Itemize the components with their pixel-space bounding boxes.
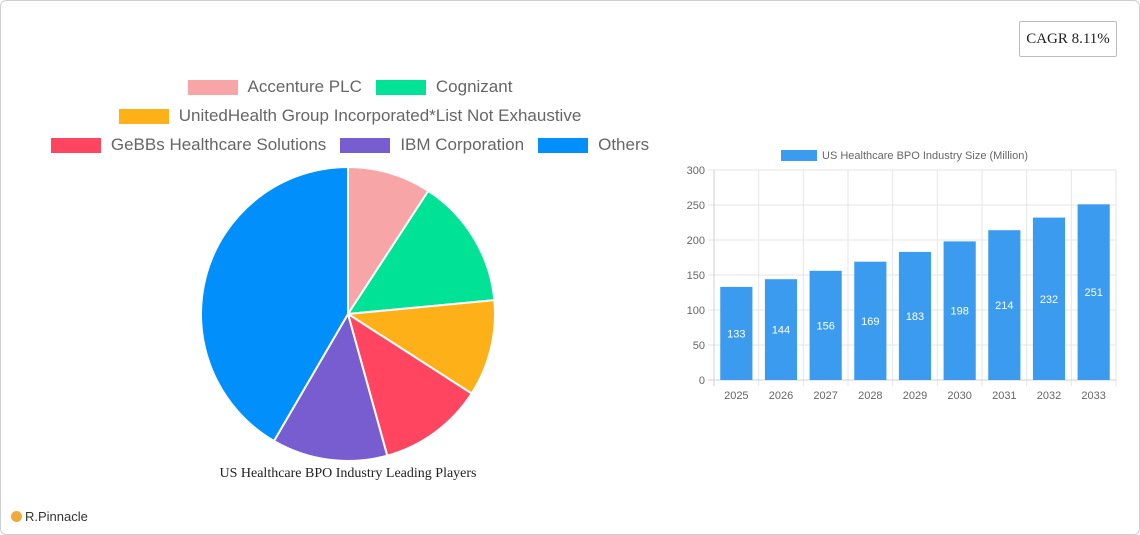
bar-value-label: 183 bbox=[906, 311, 924, 323]
bar-value-label: 156 bbox=[816, 320, 834, 332]
x-tick-label: 2027 bbox=[813, 390, 837, 402]
bar-chart: US Healthcare BPO Industry Size (Million… bbox=[0, 0, 1140, 535]
bar-legend-label[interactable]: US Healthcare BPO Industry Size (Million… bbox=[822, 150, 1028, 162]
brand-logo: R.Pinnacle bbox=[11, 509, 88, 524]
x-tick-label: 2025 bbox=[724, 390, 748, 402]
bar-legend-swatch-icon bbox=[781, 150, 817, 161]
y-tick-label: 50 bbox=[693, 340, 705, 352]
logo-circle-icon bbox=[11, 511, 22, 522]
logo-text: R.Pinnacle bbox=[25, 509, 88, 524]
x-tick-label: 2032 bbox=[1037, 390, 1061, 402]
bar-value-label: 169 bbox=[861, 316, 879, 328]
y-tick-label: 300 bbox=[687, 165, 705, 177]
bar-value-label: 144 bbox=[772, 325, 790, 337]
x-tick-label: 2028 bbox=[858, 390, 882, 402]
x-tick-label: 2029 bbox=[903, 390, 927, 402]
y-tick-label: 250 bbox=[687, 200, 705, 212]
x-tick-label: 2030 bbox=[947, 390, 971, 402]
y-tick-label: 150 bbox=[687, 270, 705, 282]
bar-value-label: 251 bbox=[1084, 287, 1102, 299]
x-tick-label: 2026 bbox=[769, 390, 793, 402]
bar-value-label: 198 bbox=[950, 306, 968, 318]
bar-value-label: 214 bbox=[995, 300, 1013, 312]
y-tick-label: 200 bbox=[687, 235, 705, 247]
y-tick-label: 100 bbox=[687, 305, 705, 317]
x-tick-label: 2033 bbox=[1081, 390, 1105, 402]
y-tick-label: 0 bbox=[699, 375, 705, 387]
x-tick-label: 2031 bbox=[992, 390, 1016, 402]
bar-value-label: 133 bbox=[727, 328, 745, 340]
bar-value-label: 232 bbox=[1040, 294, 1058, 306]
